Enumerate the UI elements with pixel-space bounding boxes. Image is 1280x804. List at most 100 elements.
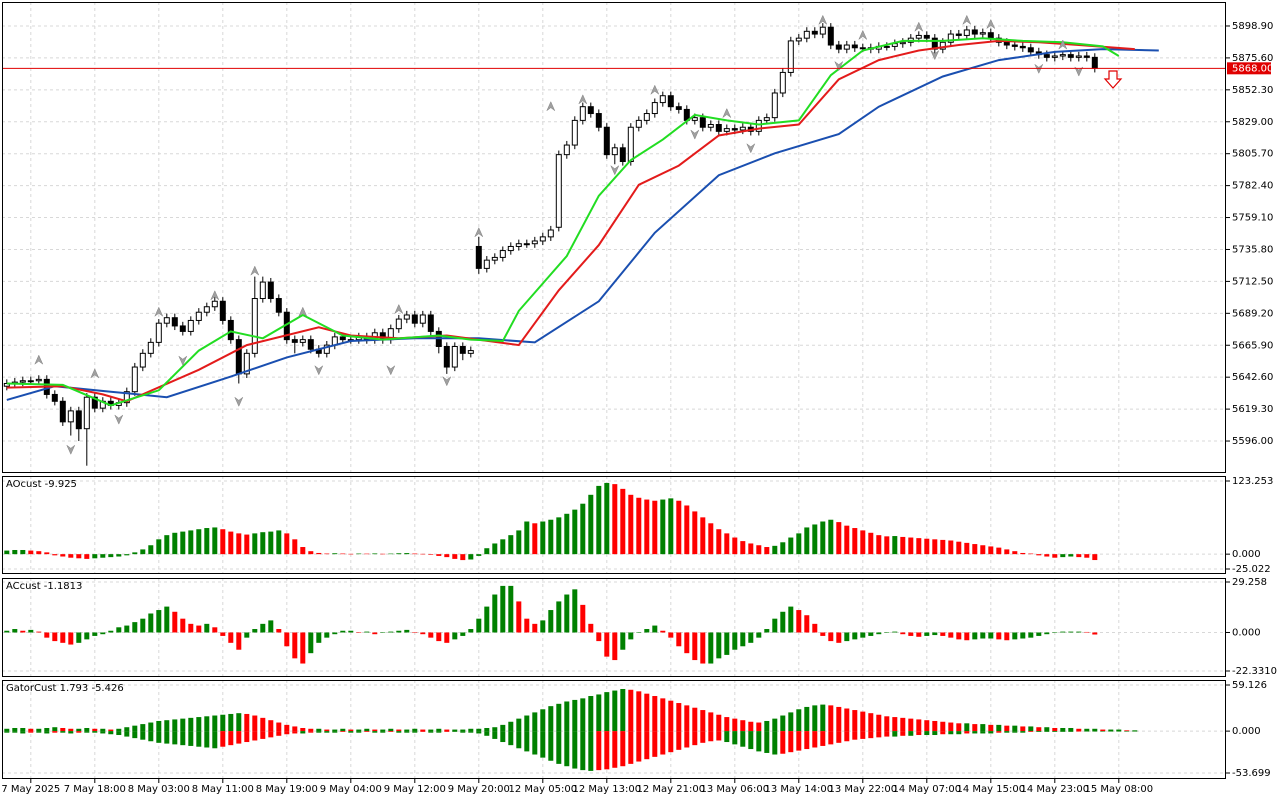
gator-bar — [212, 731, 218, 749]
histogram-bar — [140, 549, 146, 555]
y-tick-label: 5596.00 — [1232, 436, 1273, 447]
gator-bar — [428, 729, 434, 732]
histogram-bar — [172, 532, 178, 555]
fractal-down — [746, 143, 756, 154]
gator-bar — [412, 728, 418, 732]
histogram-bar — [444, 632, 450, 643]
histogram-bar — [300, 632, 306, 664]
gator-bar — [508, 721, 514, 732]
y-tick-label: 5759.10 — [1232, 213, 1273, 224]
candle-body — [603, 126, 610, 156]
x-tick-label: 8 May 11:00 — [192, 784, 254, 795]
histogram-bar — [1004, 632, 1010, 641]
gator-bar — [596, 694, 602, 732]
gator-bar — [532, 731, 538, 755]
gator-bar — [700, 710, 706, 732]
histogram-bar — [820, 521, 826, 555]
histogram-bar — [1092, 554, 1098, 561]
histogram-bar — [220, 632, 226, 636]
histogram-bar — [436, 554, 442, 556]
gator-bar — [700, 731, 706, 743]
histogram-bar — [36, 551, 42, 555]
candle-body — [651, 102, 658, 115]
gator-bar — [444, 729, 450, 732]
histogram-bar — [76, 632, 82, 643]
histogram-bar — [396, 630, 402, 633]
candle-body — [419, 314, 426, 324]
candle-body — [403, 314, 410, 320]
gator-bar — [332, 729, 338, 732]
candle-body — [235, 339, 242, 375]
histogram-bar — [948, 540, 954, 555]
histogram-bar — [700, 632, 706, 664]
alligator-line — [6, 37, 1120, 407]
gator-bar — [956, 723, 962, 732]
gator-bar — [36, 731, 42, 733]
histogram-bar — [916, 538, 922, 555]
gator-bar — [164, 731, 170, 744]
gator-bar — [1084, 728, 1090, 732]
gator-bar — [436, 731, 442, 733]
candle-body — [67, 410, 74, 423]
histogram-bar — [196, 529, 202, 555]
candle-body — [459, 345, 466, 354]
gator-bar — [636, 691, 642, 732]
histogram-bar — [908, 537, 914, 555]
gator-bar — [84, 731, 90, 733]
histogram-bar — [852, 632, 858, 640]
histogram-bar — [108, 554, 114, 558]
histogram-bar — [476, 618, 482, 633]
fractal-down — [930, 49, 940, 61]
y-tick-label: 5829.00 — [1232, 117, 1273, 128]
candle-body — [947, 33, 954, 43]
y-tick-label: 123.253 — [1232, 476, 1273, 487]
gator-bar — [908, 718, 914, 732]
histogram-bar — [388, 553, 394, 555]
indicator-label: AOcust -9.925 — [6, 479, 77, 490]
gator-bar — [628, 731, 634, 764]
histogram-bar — [516, 601, 522, 633]
gator-bar — [684, 731, 690, 748]
histogram-bar — [1020, 632, 1026, 639]
y-tick-label: 5665.90 — [1232, 340, 1273, 351]
histogram-bar — [764, 629, 770, 633]
histogram-bar — [780, 542, 786, 555]
gator-bar — [1116, 731, 1122, 732]
gator-bar — [652, 731, 658, 757]
histogram-bar — [924, 538, 930, 555]
gator-bar — [740, 731, 746, 747]
gator-bar — [1060, 731, 1066, 732]
gator-bar — [844, 731, 850, 742]
gator-bar — [764, 731, 770, 753]
histogram-bar — [516, 530, 522, 555]
gator-bar — [68, 728, 74, 732]
histogram-bar — [612, 632, 618, 661]
gator-bar — [324, 731, 330, 733]
histogram-bar — [620, 488, 626, 555]
histogram-bar — [684, 632, 690, 654]
candle-body — [635, 119, 642, 128]
indicator-label: GatorCust 1.793 -5.426 — [6, 683, 124, 694]
histogram-bar — [564, 513, 570, 555]
y-tick-label: -22.3310 — [1232, 666, 1277, 677]
histogram-bar — [452, 554, 458, 559]
fractal-up — [578, 94, 588, 105]
histogram-bar — [940, 539, 946, 555]
histogram-bar — [636, 497, 642, 555]
candle-body — [131, 366, 138, 393]
histogram-bar — [612, 484, 618, 555]
gator-bar — [68, 731, 74, 734]
histogram-bar — [92, 554, 98, 559]
histogram-bar — [116, 554, 122, 557]
gator-bar — [212, 715, 218, 732]
gator-bar — [924, 720, 930, 732]
fractal-up — [474, 227, 484, 238]
histogram-bar — [364, 553, 370, 555]
candle-body — [35, 378, 42, 382]
candle-body — [787, 40, 794, 73]
histogram-bar — [260, 532, 266, 555]
gator-bar — [404, 731, 410, 733]
candle-body — [963, 29, 970, 36]
gator-bar — [116, 731, 122, 736]
gator-bar — [900, 717, 906, 732]
